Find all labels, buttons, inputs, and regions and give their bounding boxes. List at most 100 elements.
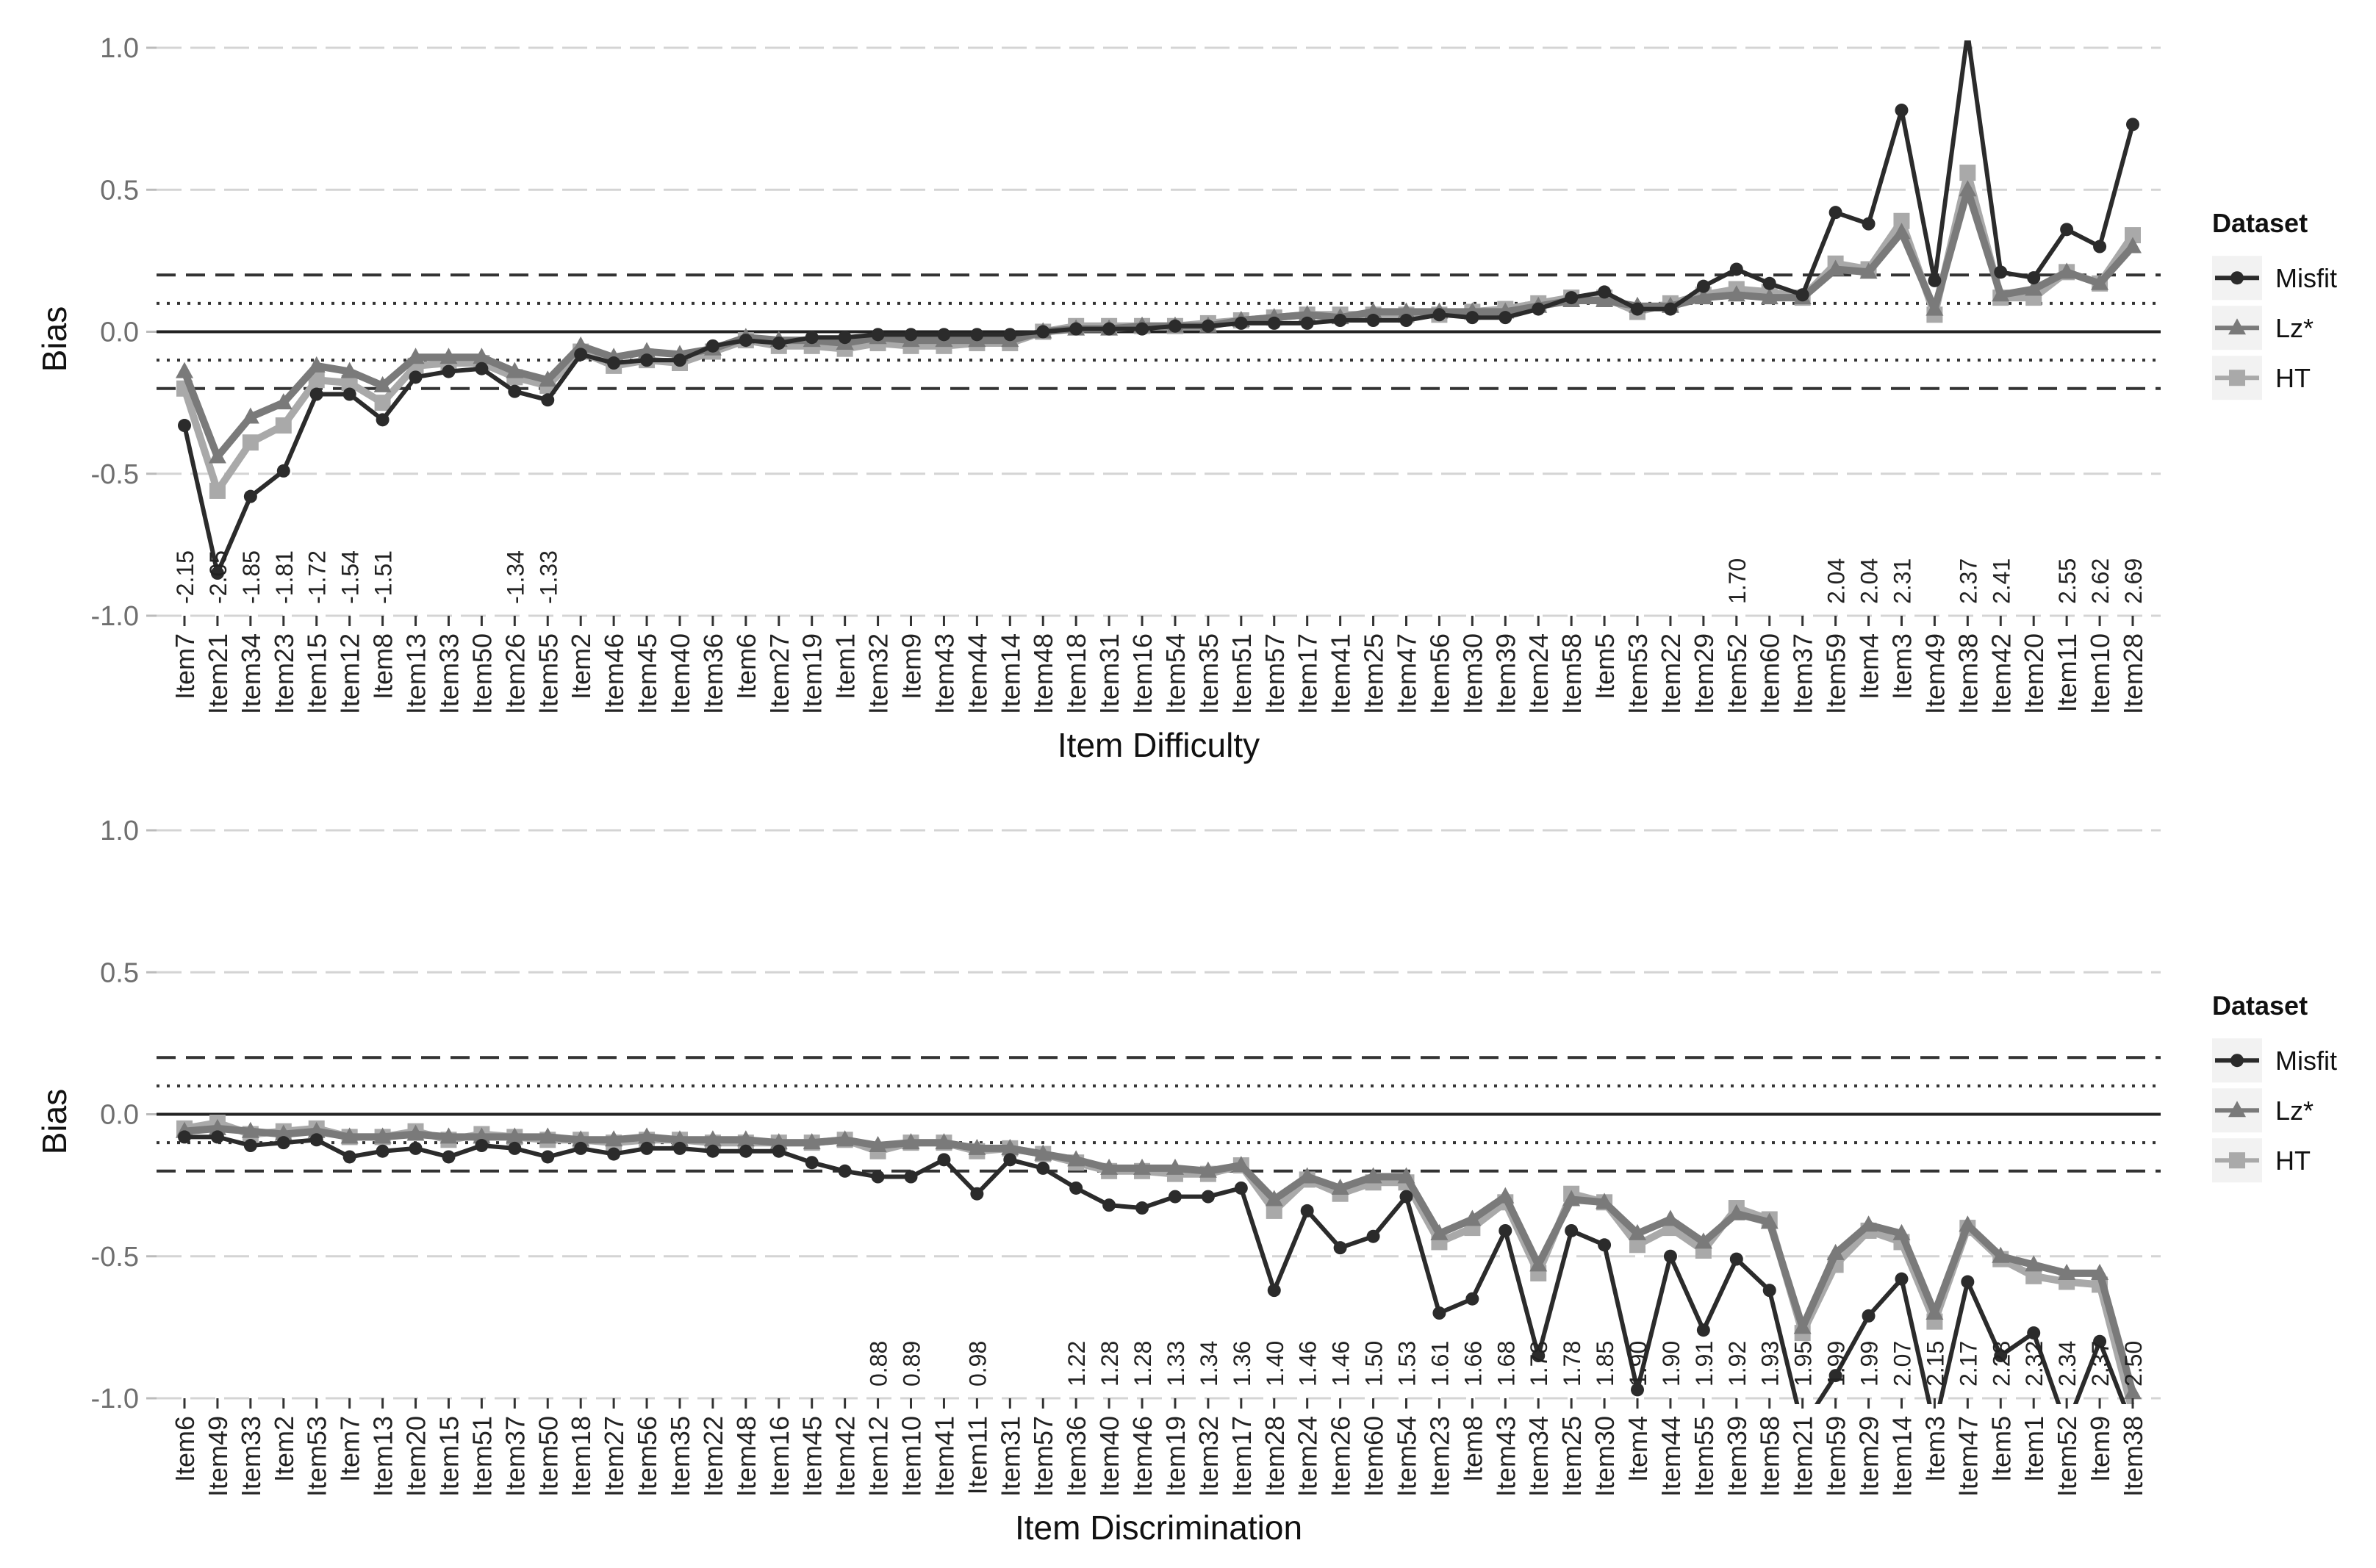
x-tick-label: Item56 bbox=[632, 1416, 662, 1497]
series-line-misfit bbox=[182, 40, 2135, 575]
legend-label: HT bbox=[2275, 1146, 2311, 1176]
parameter-label: 2.62 bbox=[2087, 558, 2114, 604]
parameter-label: 0.89 bbox=[899, 1341, 925, 1387]
parameter-label: 2.04 bbox=[1823, 558, 1850, 604]
parameter-label: 1.61 bbox=[1426, 1341, 1453, 1387]
y-tick-label: 1.0 bbox=[100, 816, 139, 846]
data-point-misfit bbox=[739, 334, 753, 348]
x-tick-label: Item44 bbox=[1656, 1416, 1686, 1497]
x-tick-label: Item28 bbox=[2118, 633, 2148, 714]
x-tick-label: Item28 bbox=[1260, 1416, 1290, 1497]
x-tick-label: Item44 bbox=[962, 633, 992, 714]
data-point-lz bbox=[1067, 1150, 1085, 1167]
data-point-ht bbox=[341, 375, 358, 392]
data-point-misfit bbox=[1961, 27, 1974, 40]
data-point-misfit bbox=[1333, 1241, 1347, 1255]
data-point-misfit bbox=[1663, 302, 1677, 316]
data-point-misfit bbox=[1828, 206, 1842, 220]
data-point-misfit bbox=[1961, 1275, 1975, 1289]
data-point-lz bbox=[1826, 259, 1845, 276]
parameter-label: 0.88 bbox=[866, 1341, 892, 1387]
x-tick-label: Item24 bbox=[1523, 633, 1554, 714]
parameter-label: 1.34 bbox=[1196, 1341, 1222, 1387]
x-tick-label: Item23 bbox=[1424, 1416, 1454, 1497]
data-point-lz bbox=[703, 1130, 722, 1147]
parameter-label: -1.81 bbox=[271, 550, 298, 604]
data-point-misfit bbox=[1267, 1284, 1281, 1298]
data-point-misfit bbox=[1499, 311, 1512, 325]
data-point-lz bbox=[1463, 1209, 1482, 1226]
data-point-misfit bbox=[706, 339, 719, 353]
data-point-lz bbox=[1694, 1232, 1712, 1249]
data-point-lz bbox=[406, 348, 425, 364]
data-point-misfit bbox=[607, 356, 621, 370]
data-point-misfit bbox=[970, 328, 984, 342]
parameter-label: 1.85 bbox=[1592, 1341, 1618, 1387]
data-point-lz bbox=[605, 1130, 623, 1147]
parameter-label: 2.04 bbox=[1856, 558, 1883, 604]
x-tick-label: Item24 bbox=[1293, 1416, 1323, 1497]
x-tick-label: Item3 bbox=[1887, 633, 1917, 700]
data-point-lz bbox=[1496, 1187, 1515, 1204]
data-point-lz bbox=[2058, 262, 2076, 279]
parameter-label: 0.98 bbox=[964, 1341, 991, 1387]
data-point-misfit bbox=[309, 1133, 323, 1147]
data-point-lz bbox=[1364, 302, 1382, 319]
x-tick-label: Item40 bbox=[665, 633, 695, 714]
x-tick-label: Item9 bbox=[2085, 1416, 2115, 1482]
x-tick-label: Item29 bbox=[1854, 1416, 1884, 1497]
x-tick-label: Item59 bbox=[1821, 633, 1851, 714]
data-point-lz bbox=[1166, 1158, 1184, 1175]
x-tick-label: Item55 bbox=[1689, 1416, 1719, 1497]
data-point-misfit bbox=[904, 328, 918, 342]
x-tick-label: Item54 bbox=[1160, 633, 1191, 714]
data-point-misfit bbox=[1201, 319, 1215, 333]
x-tick-label: Item53 bbox=[302, 1416, 332, 1497]
data-point-misfit bbox=[1267, 316, 1281, 330]
data-point-misfit bbox=[1135, 1201, 1149, 1215]
x-tick-label: Item48 bbox=[1028, 633, 1058, 714]
data-point-misfit bbox=[1631, 302, 1645, 316]
data-point-lz bbox=[1596, 290, 1614, 307]
data-point-lz bbox=[1133, 1158, 1152, 1175]
data-point-lz bbox=[1826, 1243, 1845, 1260]
data-point-lz bbox=[1694, 288, 1712, 305]
data-point-misfit bbox=[1565, 1223, 1579, 1237]
data-point-misfit bbox=[276, 464, 290, 478]
data-point-lz bbox=[473, 1127, 491, 1144]
x-axis-title: Item Difficulty bbox=[1058, 726, 1260, 764]
data-point-misfit bbox=[1036, 325, 1050, 339]
data-point-lz bbox=[506, 362, 524, 378]
data-point-lz bbox=[2091, 273, 2109, 290]
chart-panel-1: -1.0-0.50.00.51.0-2.15 -2.05 -1.85 -1.81 -1.… bbox=[35, 27, 2337, 764]
data-point-lz bbox=[1034, 1144, 1052, 1161]
legend-label: Misfit bbox=[2275, 1046, 2337, 1076]
x-tick-label: Item42 bbox=[830, 1416, 861, 1497]
x-tick-label: Item48 bbox=[731, 1416, 761, 1497]
data-point-ht bbox=[242, 434, 259, 451]
data-point-misfit bbox=[342, 1150, 356, 1164]
series-line-lz bbox=[184, 1124, 2136, 1394]
parameter-label: 1.99 bbox=[1823, 1341, 1850, 1387]
data-point-misfit bbox=[2027, 1326, 2041, 1340]
data-point-misfit bbox=[1465, 311, 1479, 325]
x-tick-label: Item13 bbox=[368, 1416, 398, 1497]
data-point-lz bbox=[1959, 1215, 1977, 1232]
data-point-misfit bbox=[1366, 1229, 1380, 1243]
data-point-misfit bbox=[672, 1141, 686, 1155]
data-point-misfit bbox=[1465, 1292, 1479, 1306]
x-tick-label: Item6 bbox=[731, 633, 761, 700]
x-tick-label: Item35 bbox=[665, 1416, 695, 1497]
x-tick-label: Item1 bbox=[830, 633, 861, 700]
x-tick-label: Item23 bbox=[269, 633, 299, 714]
data-point-misfit bbox=[640, 353, 654, 367]
data-point-lz bbox=[1430, 1223, 1449, 1240]
data-point-ht bbox=[2025, 1267, 2042, 1284]
x-tick-label: Item51 bbox=[1227, 633, 1257, 714]
data-point-misfit bbox=[1598, 285, 1612, 299]
data-point-misfit bbox=[210, 567, 224, 580]
data-point-lz bbox=[1331, 1178, 1349, 1195]
data-point-misfit bbox=[904, 1170, 918, 1184]
data-point-misfit bbox=[1003, 328, 1017, 342]
x-tick-label: Item27 bbox=[599, 1416, 629, 1497]
